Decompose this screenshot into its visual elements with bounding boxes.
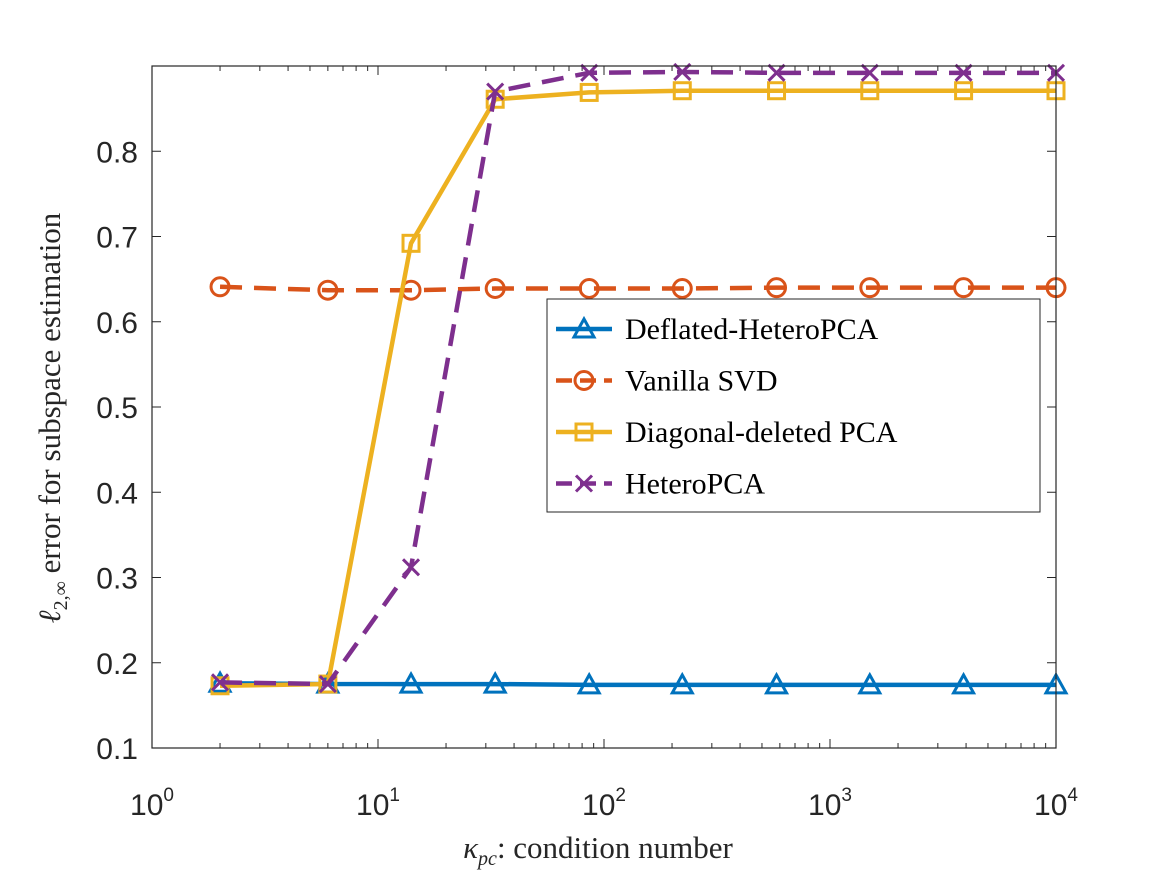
- data-point-deflated-heteropca: [482, 670, 508, 694]
- data-point-heteropca: [318, 675, 337, 694]
- x-axis-label-text: : condition number: [497, 830, 734, 865]
- y-tick-label: 0.1: [96, 733, 138, 766]
- y-tick-label: 0.6: [96, 307, 138, 340]
- data-point-deflated-heteropca: [576, 671, 602, 695]
- y-tick-labels: 0.1 0.2 0.3 0.4 0.5 0.6 0.7 0.8: [96, 136, 138, 766]
- data-point-diagonal-deleted-pca: [672, 81, 692, 101]
- y-tick-label: 0.3: [96, 563, 138, 596]
- y-tick-label: 0.5: [96, 392, 138, 425]
- legend-entry-deflated-heteropca: Deflated-HeteroPCA: [556, 313, 879, 346]
- series-heteropca: [210, 62, 1066, 694]
- data-point-diagonal-deleted-pca: [318, 674, 338, 694]
- data-point-heteropca: [767, 63, 786, 82]
- series-vanilla-svd: [209, 276, 1067, 301]
- data-point-vanilla-svd: [578, 278, 600, 300]
- legend-entry-diagonal-deleted-pca: Diagonal-deleted PCA: [556, 416, 898, 449]
- legend-entry-vanilla-svd: Vanilla SVD: [556, 365, 778, 398]
- data-point-vanilla-svd: [671, 278, 693, 300]
- data-point-diagonal-deleted-pca: [954, 81, 974, 101]
- legend: Deflated-HeteroPCA Vanilla SVD Diagonal-de…: [546, 298, 1041, 513]
- series-line-heteropca: [219, 69, 1056, 687]
- data-point-heteropca: [486, 82, 505, 101]
- y-tick-label: 0.4: [96, 477, 138, 510]
- x-axis-label-subscript: pc: [476, 848, 497, 870]
- legend-box: [546, 298, 1041, 513]
- data-point-vanilla-svd: [484, 278, 506, 300]
- data-point-heteropca: [401, 558, 421, 577]
- y-axis-label-text: error for subspace estimation: [32, 212, 67, 581]
- x-tick-label: 103: [808, 785, 852, 822]
- legend-label: Deflated-HeteroPCA: [625, 313, 879, 346]
- legend-label: HeteroPCA: [625, 468, 765, 501]
- data-point-diagonal-deleted-pca: [579, 82, 599, 102]
- x-tick-label: 101: [356, 785, 400, 822]
- series-line-diagonal-deleted-pca: [219, 88, 1056, 689]
- data-point-diagonal-deleted-pca: [401, 233, 421, 253]
- y-axis-label-symbol: ℓ: [32, 610, 67, 623]
- data-point-deflated-heteropca: [857, 671, 883, 695]
- series-line-vanilla-svd: [219, 284, 1056, 293]
- data-point-diagonal-deleted-pca: [210, 676, 230, 696]
- data-point-heteropca: [954, 63, 973, 82]
- y-axis-label-subscript: 2,∞: [50, 581, 72, 610]
- x-axis-label: κpc: condition number: [463, 830, 733, 870]
- data-point-deflated-heteropca: [669, 671, 695, 695]
- data-point-diagonal-deleted-pca: [767, 81, 787, 101]
- x-tick-labels: 100 101 102 103 104: [130, 785, 1078, 822]
- data-point-diagonal-deleted-pca: [860, 81, 880, 101]
- series: [207, 62, 1069, 696]
- x-tick-label: 100: [130, 785, 174, 822]
- data-point-deflated-heteropca: [951, 671, 977, 695]
- data-point-vanilla-svd: [209, 276, 231, 298]
- legend-entry-heteropca: HeteroPCA: [556, 468, 765, 501]
- y-tick-label: 0.7: [96, 222, 138, 255]
- data-point-deflated-heteropca: [763, 671, 790, 695]
- y-tick-label: 0.8: [96, 136, 138, 169]
- legend-marker: [571, 315, 597, 339]
- x-tick-label: 102: [582, 785, 626, 822]
- data-point-vanilla-svd: [859, 277, 881, 299]
- data-point-heteropca: [210, 673, 230, 692]
- y-axis-label: ℓ2,∞ error for subspace estimation: [32, 212, 72, 623]
- legend-label: Diagonal-deleted PCA: [625, 416, 898, 449]
- data-point-heteropca: [580, 63, 599, 82]
- legend-marker: [574, 422, 594, 442]
- data-point-vanilla-svd: [766, 277, 788, 299]
- data-point-heteropca: [860, 63, 879, 82]
- data-point-deflated-heteropca: [398, 670, 424, 694]
- legend-marker: [573, 370, 595, 391]
- legend-label: Vanilla SVD: [625, 365, 778, 398]
- data-point-vanilla-svd: [953, 277, 975, 299]
- plot-frame: [151, 65, 1057, 749]
- x-tick-label: 104: [1034, 785, 1078, 822]
- data-point-heteropca: [673, 62, 692, 82]
- data-point-vanilla-svd: [317, 279, 339, 301]
- y-tick-label: 0.2: [96, 648, 138, 681]
- series-line-deflated-heteropca: [220, 680, 1056, 688]
- legend-marker: [574, 474, 594, 493]
- x-axis-label-symbol: κ: [463, 830, 479, 865]
